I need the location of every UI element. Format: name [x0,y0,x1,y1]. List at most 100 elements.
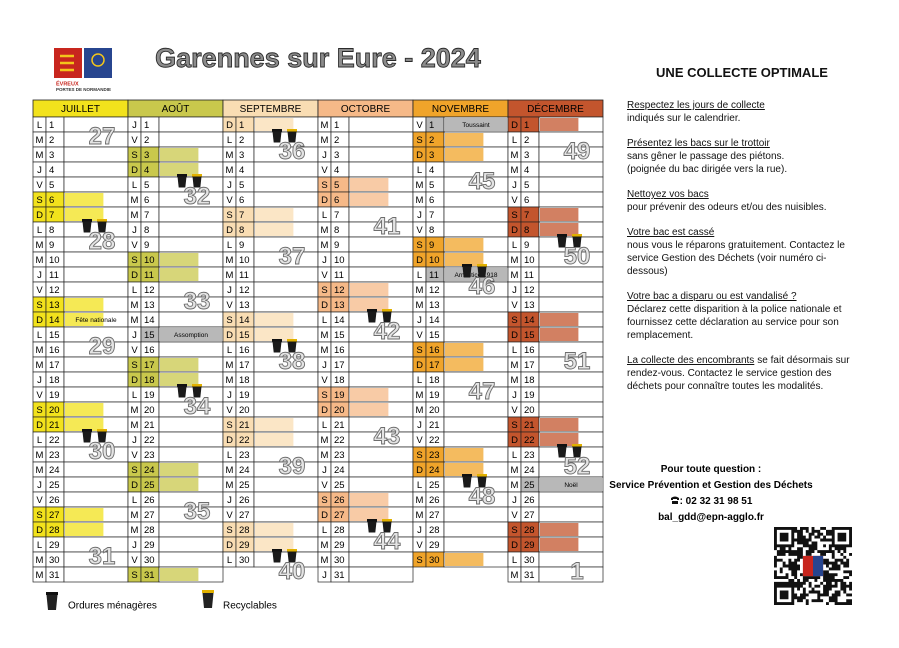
day-letter: S [321,180,327,191]
day-number: 6 [429,195,434,206]
section-title: Respectez les jours de collecte [627,100,765,111]
day-letter: M [36,360,44,371]
month-name: AOÛT [162,102,190,115]
day-detail-cell [443,431,509,448]
day-letter: M [321,225,329,236]
day-number: 27 [429,510,440,521]
day-detail-cell [253,296,319,313]
day-number: 4 [429,165,434,176]
day-number: 11 [334,270,344,281]
day-letter: S [416,555,422,566]
day-number: 17 [334,360,345,371]
weekend-band [540,538,579,551]
bin-icon [462,476,472,488]
day-letter: J [37,480,42,491]
day-letter: J [37,270,42,281]
day-number: 18 [524,375,535,386]
day-letter: V [131,450,138,461]
day-number: 3 [429,150,434,161]
week-number: 36 [279,138,306,165]
page-title: Garennes sur Eure - 2024 [155,43,481,73]
day-letter: M [416,510,424,521]
day-detail-cell [348,371,414,388]
day-detail-cell [63,371,129,388]
week-number: 49 [564,138,591,165]
day-number: 22 [144,435,155,446]
day-number: 3 [239,150,244,161]
day-detail-cell [158,341,224,358]
day-number: 7 [429,210,434,221]
day-letter: V [416,120,423,131]
weekend-band [255,418,294,431]
day-detail-cell [253,176,319,193]
day-letter: M [131,510,139,521]
bin-icon [572,446,582,458]
day-number: 26 [524,495,535,506]
weekend-band [160,568,199,581]
day-letter: M [416,195,424,206]
day-number: 1 [524,120,529,131]
weekend-band [160,148,199,161]
day-number: 30 [524,555,535,566]
day-number: 16 [524,345,535,356]
day-number: 29 [429,540,440,551]
day-letter: L [227,135,232,146]
weekend-band [540,418,579,431]
day-letter: M [131,405,139,416]
day-letter: S [131,255,137,266]
bin-icon [272,131,282,143]
day-number: 14 [429,315,440,326]
day-number: 20 [49,405,60,416]
day-letter: J [132,330,137,341]
day-detail-cell [443,536,509,553]
day-number: 19 [144,390,155,401]
day-letter: L [417,480,422,491]
bin-lid [287,129,297,132]
week-number: 33 [184,288,211,315]
week-number: 48 [469,483,496,510]
day-number: 6 [239,195,244,206]
day-letter: J [322,150,327,161]
day-letter: L [37,540,42,551]
day-letter: M [416,285,424,296]
day-number: 22 [429,435,440,446]
collection-bins [177,174,202,188]
day-number: 17 [239,360,250,371]
day-letter: M [511,375,519,386]
weekend-band [445,343,484,356]
day-number: 7 [524,210,529,221]
day-number: 26 [334,495,345,506]
week-number: 39 [279,453,306,480]
bin-icon [287,341,297,353]
day-number: 16 [429,345,440,356]
week-number: 43 [374,423,401,450]
day-detail-cell [538,506,604,523]
day-number: 8 [49,225,54,236]
collection-bins [272,549,297,563]
day-number: 5 [524,180,529,191]
day-detail-cell [348,266,414,283]
day-number: 10 [334,255,345,266]
logo-lions [60,54,74,72]
day-letter: S [226,210,232,221]
collection-bins [462,264,487,278]
weekend-band [160,463,199,476]
day-number: 19 [49,390,60,401]
week-number: 1 [570,558,583,585]
day-number: 9 [49,240,54,251]
bin-icon [97,221,107,233]
bin-icon [97,431,107,443]
info-heading: UNE COLLECTE OPTIMALE [656,65,828,80]
day-number: 30 [334,555,345,566]
day-letter: M [226,270,234,281]
day-number: 27 [144,510,155,521]
day-detail-cell [63,491,129,508]
day-detail-cell [348,131,414,148]
day-number: 18 [429,375,440,386]
day-number: 25 [429,480,440,491]
weekend-band [540,118,579,131]
day-letter: L [322,315,327,326]
day-number: 15 [144,330,155,341]
bin-icon [462,266,472,278]
day-detail-cell [63,266,129,283]
